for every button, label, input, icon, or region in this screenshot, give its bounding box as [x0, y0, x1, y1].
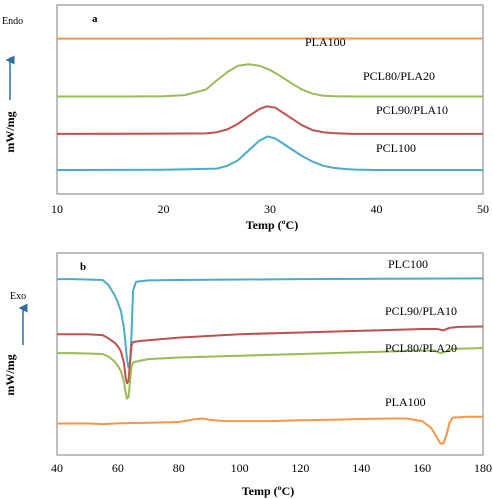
panel-a-series-label: PCL90/PLA10 — [376, 103, 448, 117]
panel-a: a Endo mW/mg Temp (ºC) 10 20 30 40 50 PLA100… — [2, 4, 489, 232]
panel-a-letter: a — [92, 13, 98, 25]
panel-a-x-tick-label: 10 — [51, 202, 63, 216]
panel-a-series-line-pcl90-pla10 — [56, 105, 483, 135]
panel-a-series-labels: PLA100 PCL80/PLA20 PCL90/PLA10 PCL100 — [305, 35, 448, 155]
panel-b-series-label: PLC100 — [388, 257, 428, 271]
panel-b-x-tick-label: 100 — [231, 461, 249, 475]
panel-a-x-tick-label: 50 — [477, 202, 489, 216]
panel-a-ylabel: mW/mg — [3, 111, 17, 152]
panel-b-x-tick-label: 60 — [112, 461, 124, 475]
panel-b: b Exo mW/mg Temp (ºC) 40 60 80 100 120 140 160… — [3, 252, 492, 498]
panel-a-series — [56, 37, 483, 171]
exo-label: Exo — [10, 291, 26, 302]
panel-b-series — [56, 277, 484, 445]
panel-b-x-tick-label: 160 — [413, 461, 431, 475]
panel-a-x-ticks: 10 20 30 40 50 — [51, 202, 489, 216]
endo-label: Endo — [2, 16, 23, 27]
panel-b-series-label: PCL80/PLA20 — [385, 341, 457, 355]
panel-b-letter: b — [80, 261, 86, 273]
panel-a-series-line-pcl80-pla20 — [57, 63, 483, 98]
panel-a-x-tick-label: 30 — [264, 202, 276, 216]
panel-a-series-line-pcl100 — [56, 135, 483, 171]
panel-a-series-label: PLA100 — [305, 35, 346, 49]
panel-b-x-tick-label: 40 — [51, 461, 63, 475]
panel-b-series-labels: PLC100 PCL90/PLA10 PCL80/PLA20 PLA100 — [385, 257, 457, 409]
panel-b-series-line-pcl80-pla20 — [57, 346, 484, 400]
panel-b-xlabel: Temp (ºC) — [242, 484, 295, 498]
panel-a-plot-frame — [56, 4, 484, 195]
panel-b-series-line-pla100 — [56, 415, 483, 445]
panel-b-series-label: PCL90/PLA10 — [385, 304, 457, 318]
panel-b-x-tick-label: 140 — [352, 461, 370, 475]
panel-b-x-tick-label: 120 — [291, 461, 309, 475]
panel-a-x-tick-label: 40 — [371, 202, 383, 216]
panel-b-x-ticks: 40 60 80 100 120 140 160 180 — [51, 461, 492, 475]
panel-b-x-tick-label: 80 — [173, 461, 185, 475]
panel-a-x-tick-label: 20 — [158, 202, 170, 216]
panel-b-series-label: PLA100 — [385, 395, 426, 409]
panel-b-ylabel: mW/mg — [3, 354, 17, 395]
panel-b-x-tick-label: 180 — [474, 461, 492, 475]
panel-a-series-label: PCL100 — [376, 141, 416, 155]
panel-a-xlabel: Temp (ºC) — [246, 218, 299, 232]
panel-a-series-label: PCL80/PLA20 — [363, 69, 435, 83]
panel-b-series-line-pcl90-pla10 — [57, 325, 484, 385]
